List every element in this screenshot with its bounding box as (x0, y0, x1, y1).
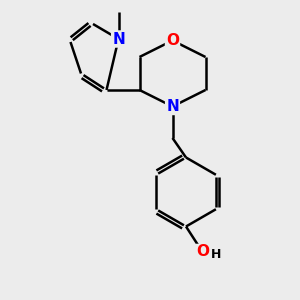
Text: N: N (166, 99, 179, 114)
Text: O: O (166, 33, 179, 48)
Text: H: H (211, 248, 221, 262)
Text: O: O (196, 244, 209, 260)
Text: N: N (112, 32, 125, 46)
